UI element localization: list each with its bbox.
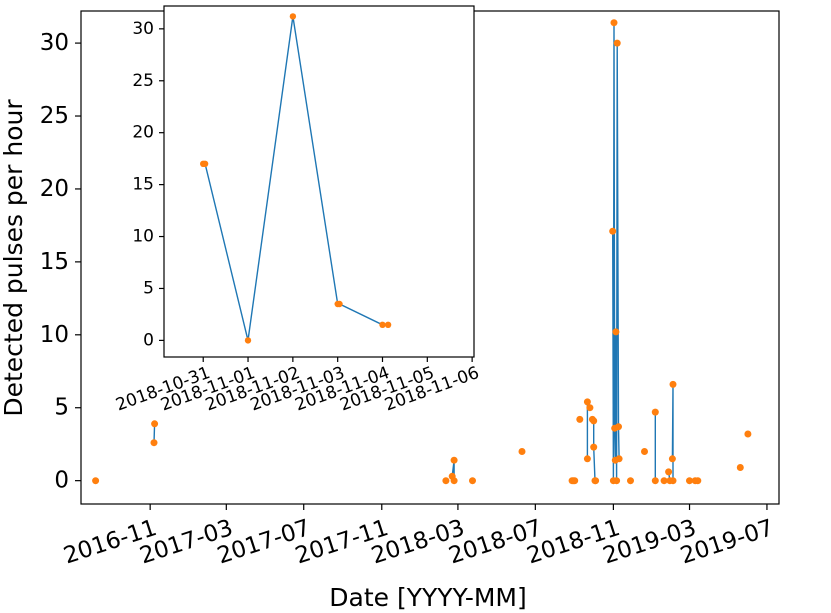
main-data-point bbox=[669, 380, 677, 388]
main-data-point bbox=[615, 455, 623, 463]
inset-data-point bbox=[336, 300, 343, 308]
inset-y-tick-label: 10 bbox=[132, 227, 154, 247]
inset-y-tick-label: 15 bbox=[132, 175, 154, 195]
inset-y-tick-label: 0 bbox=[143, 330, 154, 350]
inset-y-tick-label: 25 bbox=[132, 71, 154, 91]
main-data-point bbox=[92, 477, 100, 485]
main-y-axis-label: Detected pulses per hour bbox=[0, 99, 28, 417]
inset-plot: 2018-10-312018-11-012018-11-022018-11-03… bbox=[113, 5, 482, 415]
main-y-tick-label: 20 bbox=[40, 176, 69, 202]
main-data-point bbox=[694, 477, 702, 485]
main-data-point bbox=[518, 448, 526, 455]
main-y-tick-label: 30 bbox=[40, 30, 69, 56]
main-data-point bbox=[665, 468, 673, 476]
main-data-point bbox=[450, 477, 458, 485]
main-y-tick-label: 5 bbox=[54, 395, 69, 421]
main-series-line-segment bbox=[612, 22, 620, 481]
main-data-point bbox=[669, 477, 677, 485]
main-data-point bbox=[627, 477, 634, 485]
main-data-point bbox=[744, 430, 752, 438]
main-data-point bbox=[450, 456, 458, 464]
main-data-point bbox=[651, 408, 659, 416]
inset-data-point bbox=[384, 321, 392, 328]
inset-y-ticks: 0 5 10 15 20 25 30 bbox=[132, 19, 164, 350]
inset-data-point bbox=[289, 13, 297, 20]
main-x-ticks: 2016-112017-032017-072017-112018-032018-… bbox=[61, 504, 777, 569]
inset-y-tick-label: 30 bbox=[132, 19, 154, 39]
main-data-point bbox=[613, 39, 621, 47]
main-y-ticks: 0 5 10 15 20 25 30 bbox=[40, 30, 81, 494]
inset-series bbox=[200, 13, 392, 344]
main-data-point bbox=[668, 455, 676, 463]
main-data-point bbox=[613, 477, 621, 485]
inset-x-ticks: 2018-10-312018-11-012018-11-022018-11-03… bbox=[113, 357, 482, 415]
main-data-point bbox=[736, 464, 744, 471]
main-data-point bbox=[615, 423, 622, 431]
main-data-point bbox=[686, 477, 693, 485]
main-plot: 2016-112017-032017-072017-112018-032018-… bbox=[0, 10, 780, 612]
main-data-point bbox=[590, 417, 598, 425]
main-data-point bbox=[469, 477, 476, 485]
main-data-point bbox=[576, 415, 584, 423]
main-data-point bbox=[151, 420, 159, 428]
main-data-point bbox=[571, 477, 579, 485]
inset-series-line bbox=[203, 16, 389, 341]
inset-data-point bbox=[379, 321, 386, 328]
main-data-point bbox=[442, 477, 450, 485]
inset-plot-frame bbox=[163, 5, 475, 358]
main-data-point bbox=[590, 443, 598, 451]
inset-data-point bbox=[244, 337, 252, 344]
main-y-tick-label: 15 bbox=[40, 249, 69, 275]
main-y-tick-label: 0 bbox=[54, 468, 69, 494]
main-data-point bbox=[612, 328, 620, 336]
main-data-point bbox=[583, 455, 591, 463]
main-y-tick-label: 10 bbox=[40, 322, 69, 348]
main-series-line-segment bbox=[671, 384, 674, 481]
inset-y-tick-label: 5 bbox=[143, 278, 154, 298]
inset-y-tick-label: 20 bbox=[132, 123, 154, 143]
main-data-point bbox=[660, 477, 668, 485]
main-data-point bbox=[592, 477, 600, 485]
main-data-point bbox=[583, 398, 591, 406]
main-data-point bbox=[641, 448, 648, 455]
main-y-tick-label: 25 bbox=[40, 103, 69, 129]
main-data-point bbox=[586, 404, 594, 412]
main-data-point bbox=[610, 19, 618, 27]
inset-data-point bbox=[201, 160, 209, 167]
main-data-point bbox=[651, 477, 659, 485]
main-data-point bbox=[609, 227, 617, 235]
main-data-point bbox=[150, 439, 158, 447]
main-x-axis-label: Date [YYYY-MM] bbox=[329, 583, 527, 612]
